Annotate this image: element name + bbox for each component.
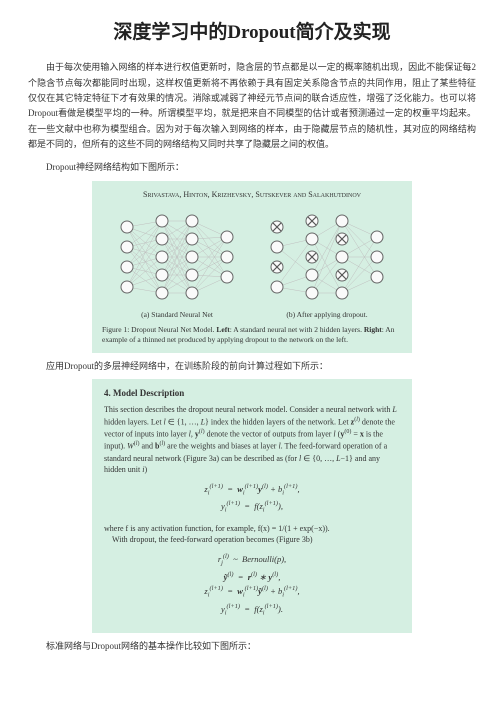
model-body: This section describes the dropout neura…: [104, 404, 400, 476]
figure1-cap-b: (b) After applying dropout.: [286, 309, 367, 321]
body3: index the hidden layers of the network. …: [209, 418, 351, 427]
section-title: 4. Model Description: [104, 387, 400, 400]
mathbox-intro: 应用Dropout的多层神经网络中，在训练阶段的前向计算过程如下所示：: [28, 359, 476, 373]
figure1-caption-prefix: Figure 1:: [102, 325, 129, 334]
intro-paragraph: 由于每次使用输入网络的样本进行权值更新时，隐含层的节点都是以一定的概率随机出现，…: [28, 60, 476, 152]
body5: denote the vector of outputs from layer: [205, 430, 334, 439]
body2: hidden layers. Let: [104, 418, 164, 427]
body7: and: [139, 442, 155, 451]
nn-standard-svg: [112, 207, 242, 307]
figure1-caption-left: Left: [216, 325, 229, 334]
body1: This section describes the dropout neura…: [104, 405, 392, 414]
figure1-caption-body: Dropout Neural Net Model.: [129, 325, 216, 334]
equation-block-2: rj(l) ~ Bernoulli(p), ỹ(l) = r(l) ∗ y(l)…: [104, 552, 400, 619]
model-mid: where f is any activation function, for …: [104, 523, 400, 535]
figure2-intro: 标准网络与Dropout网络的基本操作比较如下图所示：: [28, 639, 476, 653]
model-description-box: 4. Model Description This section descri…: [92, 379, 412, 633]
figure1-diagrams: (a) Standard Neural Net: [102, 207, 402, 321]
figure1-panel-a: (a) Standard Neural Net: [112, 207, 242, 321]
equation-block-1: zi(l+1) = wi(l+1)y(l) + bi(l+1), yi(l+1)…: [104, 482, 400, 517]
body11: ): [144, 465, 147, 474]
figure1-caption: Figure 1: Dropout Neural Net Model. Left…: [102, 325, 402, 345]
figure1-caption-left-body: : A standard neural net with 2 hidden la…: [230, 325, 364, 334]
body8: are the weights and biases at layer: [165, 442, 278, 451]
figure1-caption-right: Right: [364, 325, 382, 334]
figure1-box: Srivastava, Hinton, Krizhevsky, Sutskeve…: [92, 181, 412, 353]
figure1-intro: Dropout神经网络结构如下图所示：: [28, 160, 476, 174]
mid: where f is any activation function, for …: [104, 524, 330, 533]
page-title: 深度学习中的Dropout简介及实现: [28, 18, 476, 48]
nn-dropout-svg: [262, 207, 392, 307]
figure1-cap-a: (a) Standard Neural Net: [141, 309, 213, 321]
figure1-panel-b: (b) After applying dropout.: [262, 207, 392, 321]
mid2: With dropout, the feed-forward operation…: [112, 535, 313, 544]
model-mid2: With dropout, the feed-forward operation…: [104, 534, 400, 546]
figure1-authors: Srivastava, Hinton, Krizhevsky, Sutskeve…: [102, 189, 402, 202]
